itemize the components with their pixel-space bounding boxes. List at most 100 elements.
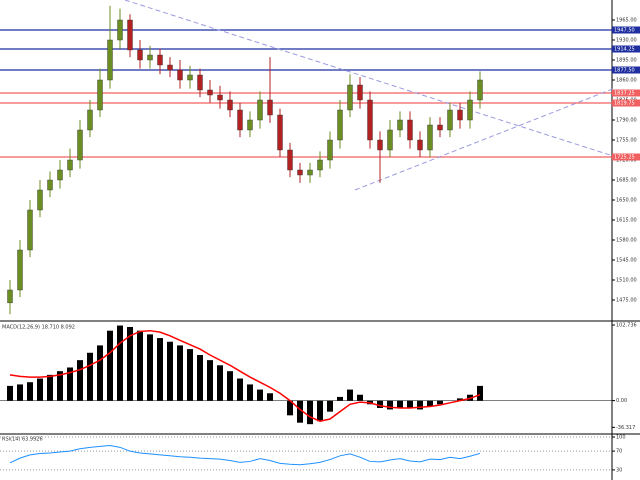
y-tick-label: 1790.00 <box>616 118 637 124</box>
macd-bar <box>17 384 23 401</box>
macd-bar <box>337 396 343 401</box>
macd-bar <box>37 378 43 401</box>
candle-body <box>317 159 323 171</box>
macd-bar <box>477 385 483 401</box>
macd-bar <box>267 393 273 401</box>
macd-bar <box>397 400 403 408</box>
y-tick-label: 1895.00 <box>616 58 637 64</box>
y-tick-label: 1650.00 <box>616 198 637 204</box>
candle-body <box>17 249 23 291</box>
macd-bar <box>127 327 133 401</box>
candle-body <box>327 139 333 161</box>
level-label-box <box>612 26 640 34</box>
candle-body <box>57 169 63 181</box>
y-tick-label: -36.317 <box>616 425 635 431</box>
candle-body <box>227 99 233 111</box>
macd-title: MACD(12,26,9) 18.710 8.092 <box>2 325 75 331</box>
macd-bar <box>197 354 203 401</box>
candle-body <box>367 99 373 141</box>
candle-body <box>447 109 453 131</box>
candle-body <box>257 99 263 121</box>
macd-bar <box>257 389 263 401</box>
candle-body <box>217 94 223 101</box>
candle-body <box>127 19 133 51</box>
macd-bar <box>157 338 163 401</box>
y-tick-label: 1615.00 <box>616 218 637 224</box>
level-label: 1947.50 <box>614 28 635 34</box>
macd-bar <box>237 378 243 401</box>
candle-body <box>107 39 113 81</box>
macd-bar <box>357 394 363 401</box>
candle-body <box>207 89 213 96</box>
macd-bar <box>67 367 73 401</box>
candle-body <box>407 119 413 141</box>
macd-bar <box>177 345 183 401</box>
candle-body <box>347 84 353 111</box>
macd-bar <box>417 400 423 410</box>
macd-bar <box>57 371 63 401</box>
candle-body <box>147 54 153 61</box>
candle-body <box>157 54 163 66</box>
y-tick-label: 70 <box>616 449 622 455</box>
level-label: 1837.25 <box>614 91 635 97</box>
candle-body <box>337 109 343 141</box>
level-label-box <box>612 45 640 53</box>
candle-body <box>397 119 403 131</box>
candle-body <box>357 84 363 101</box>
trend-line <box>124 0 611 156</box>
macd-bar <box>287 400 293 416</box>
macd-bar <box>27 382 33 401</box>
macd-bar <box>97 345 103 401</box>
macd-bar <box>307 400 313 425</box>
macd-bar <box>187 349 193 401</box>
y-tick-label: 1930.00 <box>616 38 637 44</box>
macd-bar <box>297 400 303 423</box>
level-label: 1819.75 <box>614 101 635 107</box>
candle-body <box>197 74 203 91</box>
candle-body <box>67 159 73 171</box>
candle-body <box>277 114 283 151</box>
macd-bar <box>117 325 123 401</box>
macd-bar <box>147 334 153 401</box>
candle-body <box>167 64 173 71</box>
candle-body <box>27 209 33 251</box>
macd-bar <box>387 400 393 410</box>
macd-bar <box>327 400 333 412</box>
trend-line <box>354 87 616 191</box>
y-tick-label: 0.00 <box>616 398 627 404</box>
candle-body <box>87 109 93 131</box>
candle-body <box>37 189 43 211</box>
level-label-box <box>612 89 640 97</box>
rsi-title: RSI(14) 63.9926 <box>2 437 43 443</box>
y-tick-label: 1580.00 <box>616 238 637 244</box>
candle-body <box>117 19 123 41</box>
candle-body <box>47 179 53 191</box>
macd-bar <box>317 400 323 422</box>
candle-body <box>457 109 463 121</box>
level-label-box <box>612 66 640 74</box>
macd-bar <box>227 371 233 401</box>
y-tick-label: 1965.00 <box>616 18 637 24</box>
macd-bar <box>77 360 83 401</box>
candle-body <box>97 79 103 111</box>
candle-body <box>177 69 183 81</box>
macd-bar <box>427 400 433 407</box>
level-label-box <box>612 99 640 107</box>
y-tick-label: 1510.00 <box>616 278 637 284</box>
macd-bar <box>407 400 413 408</box>
candle-body <box>7 289 13 304</box>
candle-body <box>437 124 443 131</box>
y-tick-label: 1860.00 <box>616 78 637 84</box>
level-label: 1914.25 <box>614 47 635 53</box>
candle-body <box>467 99 473 121</box>
rsi-line <box>9 444 481 466</box>
candle-body <box>77 129 83 161</box>
candle-body <box>237 109 243 131</box>
y-tick-label: 100 <box>616 435 626 441</box>
macd-bar <box>377 400 383 408</box>
macd-bar <box>457 398 463 401</box>
macd-bar <box>247 384 253 401</box>
macd-bar <box>347 389 353 401</box>
candle-body <box>137 49 143 61</box>
